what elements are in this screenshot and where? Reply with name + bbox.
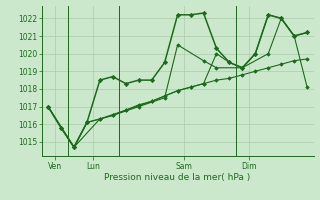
X-axis label: Pression niveau de la mer( hPa ): Pression niveau de la mer( hPa ) [104, 173, 251, 182]
